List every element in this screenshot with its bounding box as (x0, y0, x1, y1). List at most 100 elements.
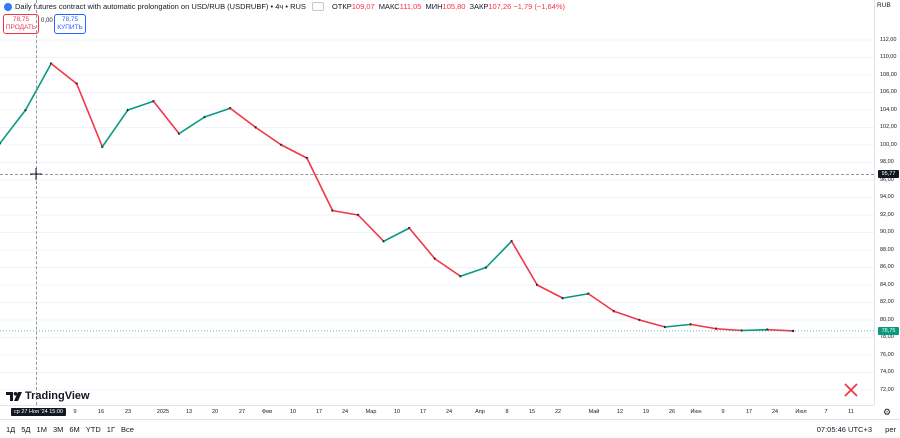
time-tick-label: Фев (261, 409, 273, 415)
open-label: ОТКР (331, 2, 352, 11)
chart-area[interactable] (0, 0, 874, 405)
time-tick-label: 10 (289, 409, 297, 415)
price-tick-label: 96,00 (880, 176, 894, 183)
time-tick-label: 22 (554, 409, 562, 415)
tradingview-logo[interactable]: TradingView (6, 390, 90, 402)
time-tick-label: 23 (124, 409, 132, 415)
range-ytd-button[interactable]: YTD (85, 424, 101, 434)
time-tick-label: 15 (528, 409, 536, 415)
range-5d-button[interactable]: 5Д (21, 424, 31, 434)
price-tick-label: 108,00 (880, 71, 897, 78)
symbol-logo-icon (4, 2, 12, 11)
range-all-button[interactable]: Все (121, 424, 134, 434)
time-tick-label: 7 (824, 409, 828, 415)
price-point (791, 329, 795, 333)
price-tick-label: 74,00 (880, 369, 894, 375)
crosshair-horizontal (0, 174, 874, 175)
change-value: −1,79 (−1,64%) (513, 2, 566, 11)
price-tick-label: 94,00 (880, 194, 894, 200)
visibility-icon[interactable] (311, 2, 324, 11)
time-tick-label: 9 (73, 409, 77, 415)
price-scale[interactable]: RUB 112,00 110,00 108,00 106,00 104,00 102,00… (874, 0, 900, 405)
range-1m-button[interactable]: 1М (36, 424, 47, 434)
price-segment (229, 107, 257, 129)
price-segment (408, 227, 436, 260)
price-segment (741, 328, 768, 332)
time-tick-label: 12 (616, 409, 624, 415)
time-tick-label: Июн (690, 409, 702, 415)
range-3m-button[interactable]: 3М (52, 424, 64, 434)
price-segment (332, 209, 359, 216)
price-segment (716, 327, 742, 332)
time-tick-label: 17 (745, 409, 753, 415)
time-tick-label: Май (588, 409, 600, 415)
price-tick-label: 78,00 (880, 334, 894, 340)
price-tick-label: 86,00 (880, 264, 894, 270)
close-label: ЗАКР (469, 2, 489, 11)
time-tick-label: 24 (771, 409, 779, 415)
price-tick-label: 80,00 (880, 316, 894, 323)
price-segment (178, 116, 206, 135)
price-chart[interactable] (0, 0, 874, 405)
price-segment (613, 310, 640, 321)
brand-name: TradingView (25, 390, 90, 402)
time-tick-label: 16 (97, 409, 105, 415)
clock-timezone[interactable]: 07:05:46 UTC+3 (816, 425, 872, 434)
time-tick-label: Мар (365, 409, 377, 415)
close-value: 107,26 (488, 2, 512, 11)
price-segment (460, 266, 487, 278)
price-tick-label: 100,00 (880, 141, 897, 148)
range-1d-button[interactable]: 1Д (6, 424, 16, 434)
price-segment (24, 63, 52, 111)
scale-mode-toggle[interactable]: per (885, 425, 896, 434)
time-tick-label: 19 (642, 409, 650, 415)
price-segment (306, 157, 334, 211)
time-tick-label: 24 (341, 409, 349, 415)
price-segment (357, 214, 385, 242)
symbol-title[interactable]: Daily futures contract with automatic pr… (15, 2, 306, 11)
price-segment (536, 284, 564, 299)
settings-gear-icon[interactable]: ⚙ (882, 407, 892, 417)
sell-price: 78,75 (12, 16, 30, 23)
currency-label[interactable]: RUB (877, 2, 891, 9)
price-tick-label: 82,00 (880, 299, 894, 305)
price-tick-label: 84,00 (880, 281, 894, 288)
time-tick-label: Июл (795, 409, 807, 415)
price-segment (639, 319, 666, 328)
buy-button[interactable]: 78,75 КУПИТЬ (54, 14, 86, 34)
time-tick-label: 20 (211, 409, 219, 415)
price-segment (562, 292, 589, 299)
tradingview-logo-icon (6, 391, 22, 401)
time-tick-label: 9 (721, 409, 725, 415)
range-1y-button[interactable]: 1Г (106, 424, 116, 434)
time-tick-label: 2025 (156, 409, 170, 415)
price-tick-label: 102,00 (880, 124, 897, 130)
close-icon[interactable] (843, 382, 859, 398)
time-axis[interactable]: ср 27 Ноя '24 15:00 9 16 23 2025 13 20 27 Фев 10… (0, 405, 874, 420)
symbol-legend: Daily futures contract with automatic pr… (4, 2, 567, 11)
time-tick-label: 17 (419, 409, 427, 415)
price-tick-label: 92,00 (880, 211, 894, 218)
price-segment (510, 240, 538, 286)
high-label: МАКС (378, 2, 400, 11)
price-segment (767, 328, 794, 332)
price-segment (127, 100, 154, 111)
open-value: 109,07 (351, 2, 375, 11)
price-segment (383, 227, 410, 242)
time-tick-label: 26 (668, 409, 676, 415)
sell-button[interactable]: 78,75 ПРОДАТЬ (3, 14, 39, 34)
buy-price: 78,75 (61, 16, 79, 23)
last-price-tag: 78,75 (878, 326, 899, 335)
range-6m-button[interactable]: 6М (69, 424, 80, 434)
price-segment (434, 258, 461, 277)
price-tick-label: 76,00 (880, 351, 894, 358)
time-tick-label: 11 (848, 409, 854, 415)
crosshair-vertical (36, 0, 37, 405)
sell-label: ПРОДАТЬ (5, 24, 37, 31)
price-segment (665, 323, 691, 328)
price-tick-label: 110,00 (880, 54, 897, 60)
time-tick-label: 10 (393, 409, 401, 415)
time-tick-label: 17 (315, 409, 323, 415)
time-tick-label: 13 (185, 409, 193, 415)
price-tick-label: 72,00 (880, 386, 894, 393)
